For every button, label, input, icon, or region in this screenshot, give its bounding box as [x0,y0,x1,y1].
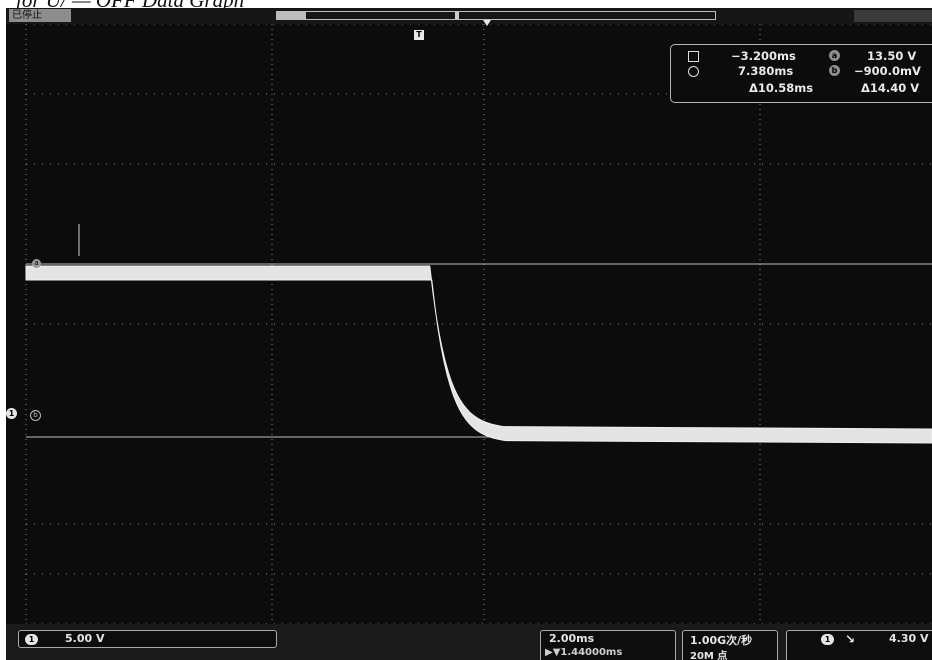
ch1-badge: 1 [25,634,38,645]
horizontal-settings-box[interactable]: 2.00ms ▶▼1.44000ms [540,630,676,660]
ch1-ground-marker[interactable]: 1 [6,408,17,419]
record-view-window[interactable] [276,11,306,20]
run-status-indicator[interactable]: 已停止 [9,9,71,22]
cursor1-voltage: 13.50 V [867,49,917,63]
trigger-level: 4.30 V [889,632,929,645]
cursor-b-icon: b [829,65,840,76]
horizontal-delay: ▶▼1.44000ms [545,647,623,658]
top-right-indicator [854,10,932,22]
cursor2-time: 7.380ms [738,64,794,78]
trigger-t-marker[interactable]: T [414,30,424,40]
delta-time: Δ10.58ms [749,81,814,95]
trigger-position-marker[interactable] [483,20,491,26]
ch1-scale-box[interactable]: 1 5.00 V [18,630,277,648]
record-overview-bar [276,11,716,20]
bottom-settings-bar: 1 5.00 V 2.00ms ▶▼1.44000ms 1.00G次/秒 20M… [6,624,932,660]
cursor-readout-panel[interactable]: a b −3.200ms 7.380ms Δ10.58ms 13.50 V −9… [670,44,932,103]
graticule-grid [25,24,932,624]
timebase-scale: 2.00ms [549,632,595,645]
record-trigger-tick [455,12,459,19]
falling-edge-icon: ↘ [845,632,856,646]
graticule-display [25,24,932,624]
acquisition-box[interactable]: 1.00G次/秒 20M 点 [682,630,778,660]
trigger-source-badge: 1 [821,634,834,645]
record-length: 20M 点 [690,651,728,660]
cursor-b-marker[interactable]: b [30,410,41,421]
cursor-a-marker[interactable]: a [32,259,41,268]
ch1-vertical-scale: 5.00 V [65,632,105,645]
sample-rate: 1.00G次/秒 [690,634,753,647]
oscilloscope-screen: 已停止 T 1 b a a b −3.200ms 7.380ms Δ10.58m… [6,8,932,660]
cursor1-time: −3.200ms [731,49,796,63]
delta-voltage: Δ14.40 V [861,81,920,95]
cursor-square-icon [688,51,699,62]
ch1-waveform-trace [25,265,932,444]
cursor2-voltage: −900.0mV [854,64,921,78]
top-status-bar: 已停止 [6,8,932,26]
trigger-settings-box[interactable]: 1 ↘ 4.30 V [786,630,932,660]
cursor-circle-icon [688,66,699,77]
cursor-a-icon: a [829,50,840,61]
